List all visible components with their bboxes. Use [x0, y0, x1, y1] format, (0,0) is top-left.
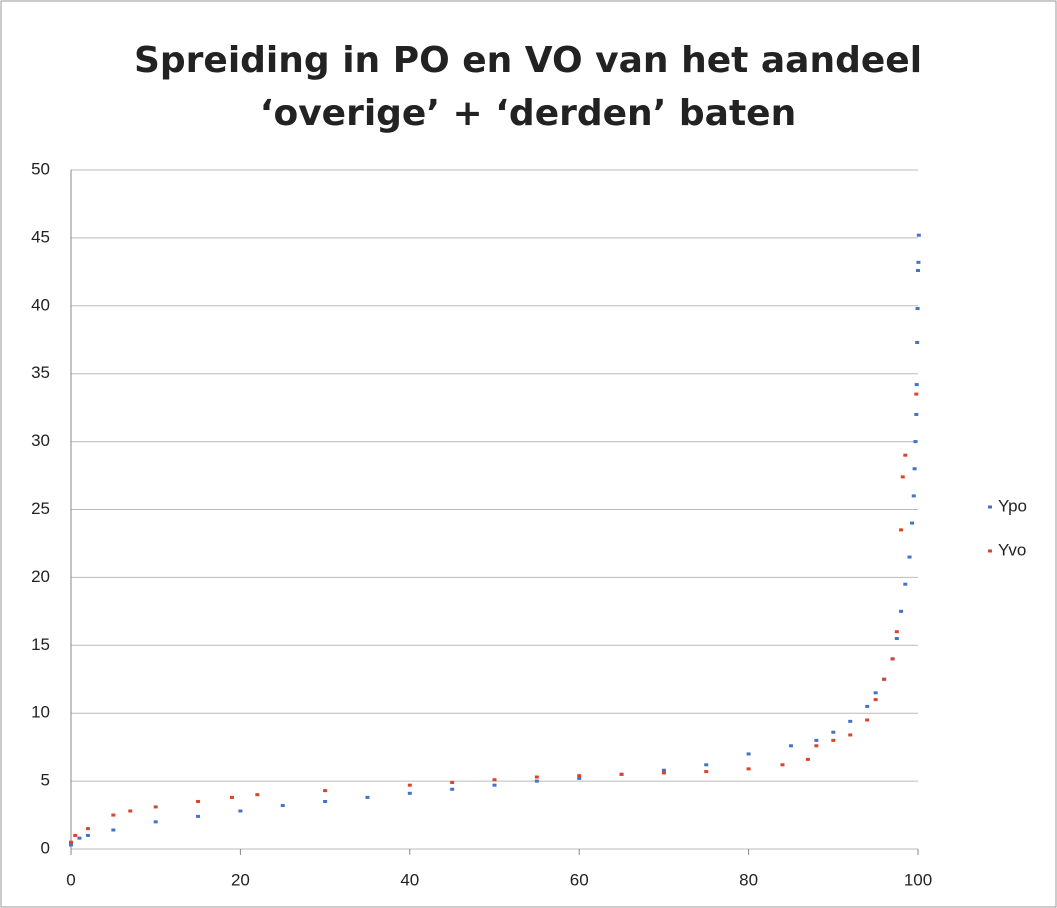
point	[111, 828, 116, 832]
y-tick-label: 45	[31, 227, 50, 246]
point	[899, 528, 904, 532]
point	[323, 799, 328, 803]
point	[111, 813, 116, 817]
point	[831, 730, 836, 734]
point	[865, 718, 870, 722]
point	[153, 805, 158, 809]
point	[85, 833, 90, 837]
point	[323, 789, 328, 793]
point	[85, 827, 90, 831]
point	[280, 804, 285, 808]
legend-marker	[988, 549, 992, 553]
point	[255, 793, 260, 797]
point	[894, 637, 899, 641]
point	[894, 630, 899, 634]
y-tick-label: 0	[41, 838, 50, 857]
y-tick-label: 15	[31, 635, 50, 654]
point	[365, 795, 370, 799]
point	[914, 412, 919, 416]
point	[911, 494, 916, 498]
point	[73, 833, 78, 837]
point	[882, 677, 887, 681]
point	[831, 738, 836, 742]
point	[915, 307, 920, 311]
legend-marker	[988, 505, 992, 509]
x-tick-label: 100	[904, 870, 932, 889]
point	[229, 795, 234, 799]
point	[704, 770, 709, 774]
point	[788, 744, 793, 748]
point	[407, 791, 412, 795]
point	[746, 752, 751, 756]
point	[900, 475, 905, 479]
point	[577, 774, 582, 778]
y-tick-label: 10	[31, 703, 50, 722]
point	[450, 780, 455, 784]
point	[534, 775, 539, 779]
point	[534, 779, 539, 783]
point	[69, 840, 73, 844]
point	[914, 392, 919, 396]
point	[69, 843, 73, 847]
point	[848, 719, 853, 723]
y-tick-label: 40	[31, 295, 50, 314]
point	[780, 763, 785, 767]
x-tick-label: 20	[231, 870, 250, 889]
point	[407, 783, 412, 787]
chart-subtitle: ‘overige’ + ‘derden’ baten	[260, 93, 796, 134]
y-tick-label: 25	[31, 499, 50, 518]
point	[903, 582, 908, 586]
point	[913, 440, 918, 444]
x-tick-label: 40	[400, 870, 419, 889]
legend-label: Yvo	[998, 540, 1026, 559]
point	[912, 467, 917, 471]
point	[814, 744, 819, 748]
point	[873, 691, 878, 695]
point	[196, 799, 201, 803]
point	[196, 814, 201, 818]
point	[873, 698, 878, 702]
point	[238, 809, 243, 813]
y-tick-label: 20	[31, 567, 50, 586]
point	[916, 233, 921, 237]
point	[848, 733, 853, 737]
point	[916, 260, 921, 264]
x-tick-label: 0	[66, 870, 75, 889]
point	[899, 609, 904, 613]
y-tick-label: 35	[31, 363, 50, 382]
point	[890, 657, 895, 661]
point	[619, 772, 624, 776]
point	[865, 704, 870, 708]
point	[746, 767, 751, 771]
point	[907, 555, 912, 559]
point	[77, 836, 82, 840]
point	[903, 453, 908, 457]
point	[814, 738, 819, 742]
chart-title: Spreiding in PO en VO van het aandeel	[134, 40, 922, 81]
point	[910, 521, 915, 525]
point	[704, 763, 709, 767]
x-tick-label: 60	[570, 870, 589, 889]
point	[153, 820, 158, 824]
y-tick-label: 5	[41, 771, 50, 790]
point	[661, 768, 666, 772]
point	[450, 787, 455, 791]
point	[916, 268, 920, 272]
y-tick-label: 30	[31, 431, 50, 450]
point	[661, 771, 666, 775]
x-tick-label: 80	[739, 870, 758, 889]
point	[577, 776, 582, 780]
y-tick-label: 50	[31, 159, 50, 178]
point	[128, 809, 133, 813]
point	[492, 783, 497, 787]
point	[914, 383, 919, 387]
point	[915, 340, 920, 344]
legend-label: Ypo	[998, 496, 1027, 515]
point	[492, 778, 497, 782]
point	[805, 757, 810, 761]
